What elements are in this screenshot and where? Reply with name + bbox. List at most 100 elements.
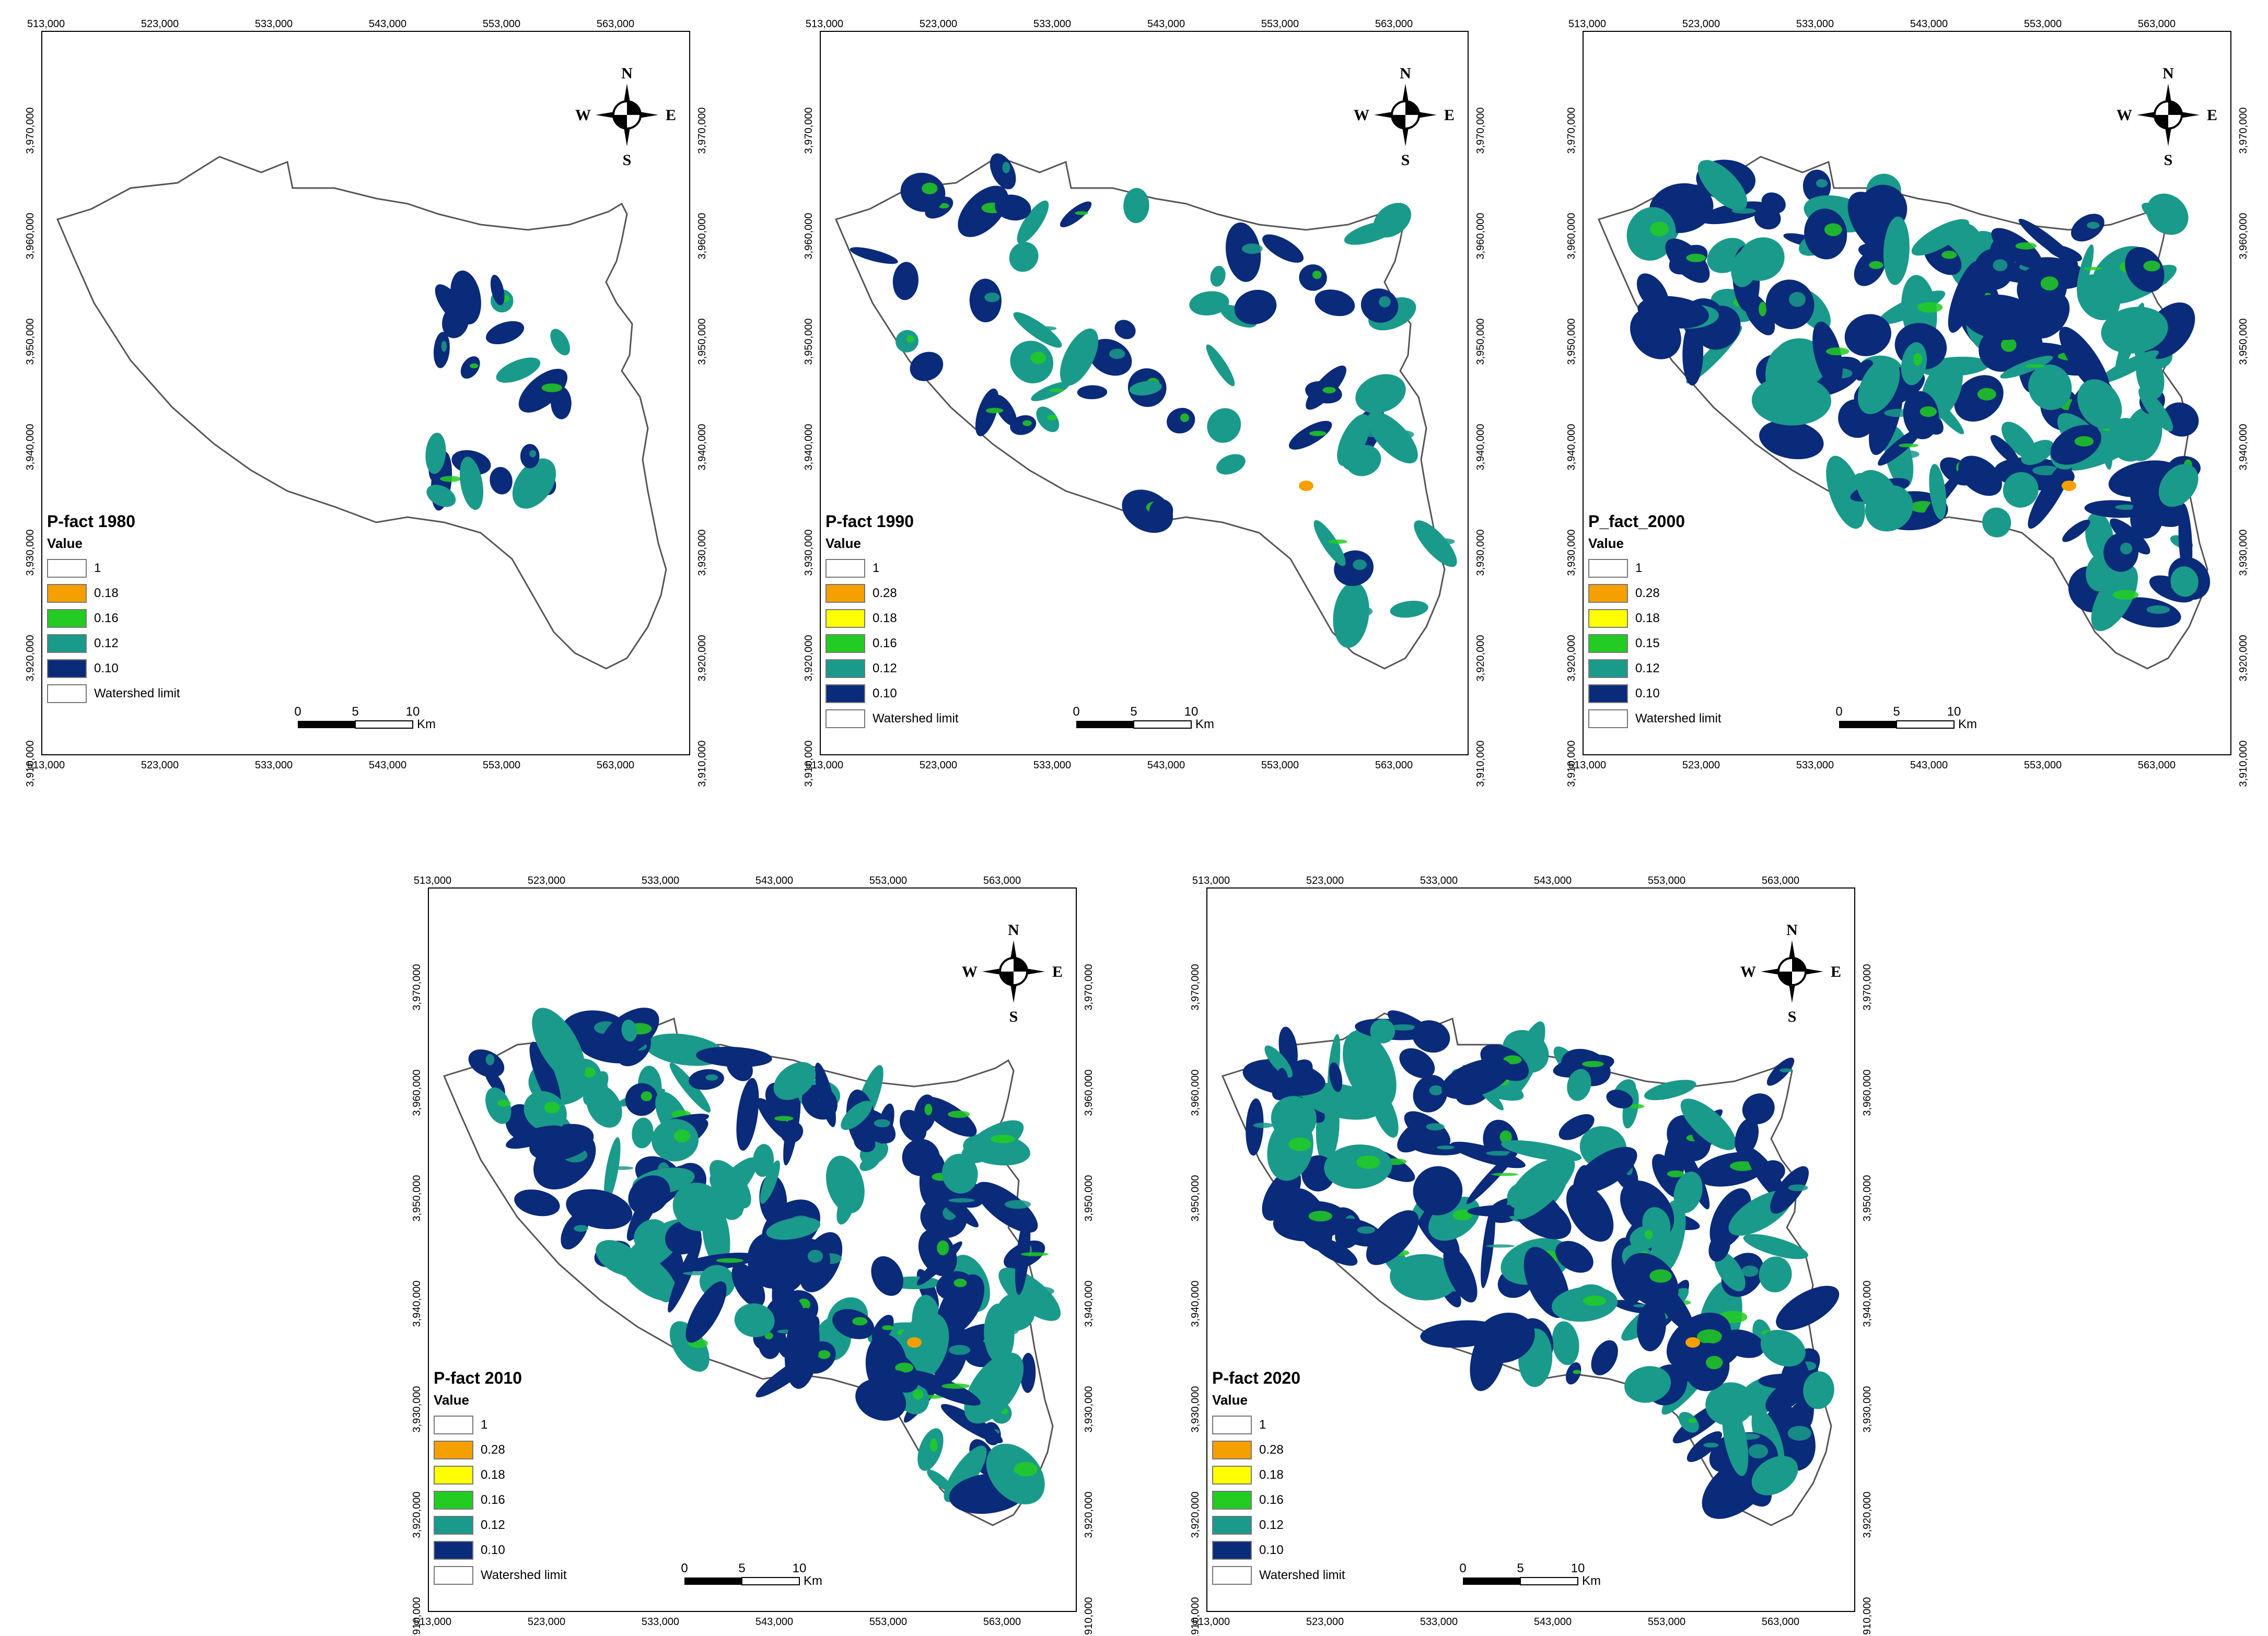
land-patch-detail — [1726, 244, 1738, 258]
land-patch-detail — [794, 1069, 805, 1084]
land-patch-detail — [984, 293, 1000, 302]
x-tick-bottom: 523,000 — [141, 759, 179, 771]
land-patch — [1776, 1286, 1840, 1330]
y-tick-right: 3,960,000 — [2238, 213, 2249, 260]
legend-row: 0.18 — [825, 606, 958, 631]
legend-label: 0.12 — [1635, 661, 1660, 675]
x-tick-bottom: 553,000 — [2024, 759, 2062, 771]
land-patch-detail — [1391, 430, 1414, 439]
x-tick-bottom: 543,000 — [369, 759, 406, 771]
land-patch — [2062, 519, 2090, 542]
land-patch — [1060, 201, 1092, 228]
legend-label: 0.10 — [481, 1543, 505, 1557]
land-patch-detail — [649, 1076, 658, 1089]
x-tick-top: 523,000 — [1682, 18, 1720, 30]
compass-n: N — [1786, 921, 1798, 939]
land-patch — [1865, 485, 1913, 532]
orange-patch — [2062, 481, 2076, 491]
land-patch-detail — [882, 1325, 893, 1330]
land-patch — [734, 1303, 775, 1338]
land-patch — [936, 1271, 973, 1301]
land-patch — [2103, 533, 2139, 572]
north-arrow-icon — [596, 84, 658, 146]
land-patch — [685, 1281, 727, 1343]
orange-patch — [1685, 1337, 1700, 1348]
land-patch — [922, 1176, 979, 1228]
land-patch-detail — [1075, 211, 1089, 215]
land-patch — [1355, 374, 1406, 414]
legend-swatch — [47, 684, 87, 703]
north-arrow-icon — [982, 940, 1045, 1003]
legend-swatch — [1588, 634, 1628, 653]
land-patch-detail — [1688, 1418, 1697, 1423]
land-patch — [1759, 420, 1824, 460]
land-patch-detail — [1705, 1355, 1723, 1370]
land-patch-detail — [873, 1146, 884, 1153]
y-tick-right: 3,940,000 — [1475, 424, 1486, 471]
land-patch — [1060, 328, 1099, 386]
land-patch — [1751, 1456, 1798, 1495]
land-patch — [1555, 1241, 1594, 1273]
compass-n: N — [621, 65, 633, 82]
land-patch-detail — [1977, 388, 1996, 401]
x-tick-bottom: 513,000 — [414, 1616, 451, 1628]
legend-swatch — [825, 684, 865, 703]
land-patch — [1553, 1054, 1614, 1078]
land-patch-detail — [716, 1258, 743, 1263]
x-tick-top: 513,000 — [1192, 875, 1230, 886]
y-tick-left: 3,920,000 — [1190, 1492, 1201, 1538]
land-patch — [1803, 1371, 1834, 1409]
land-patch-detail — [1788, 291, 1806, 307]
land-patch — [532, 1008, 586, 1083]
land-patch — [1731, 249, 1758, 287]
x-tick-bottom: 553,000 — [1648, 1616, 1685, 1628]
legend-row: 1 — [1212, 1412, 1345, 1438]
land-patch — [1982, 507, 2011, 537]
legend-row: 0.16 — [1212, 1488, 1345, 1513]
scale-label: 0 — [1459, 1561, 1466, 1575]
land-patch — [2170, 566, 2199, 597]
land-patch — [964, 1352, 1024, 1424]
compass-w: W — [1354, 107, 1369, 124]
land-patch — [596, 1240, 642, 1276]
x-tick-bottom: 543,000 — [1147, 759, 1185, 771]
land-patch-detail — [1667, 1170, 1685, 1177]
land-patch — [460, 356, 480, 379]
legend-row: 0.15 — [1588, 631, 1721, 656]
legend-swatch — [47, 584, 87, 603]
land-patch — [2125, 247, 2165, 293]
map-panel-2010: 513,000 513,000 523,000 523,000 533,000 533,0… — [408, 867, 1108, 1636]
y-tick-right: 3,970,000 — [1475, 108, 1486, 154]
land-patch-detail — [924, 1104, 933, 1116]
y-tick-left: 3,960,000 — [1566, 213, 1577, 260]
land-patch-detail — [1180, 413, 1189, 422]
x-tick-top: 513,000 — [1568, 18, 1606, 30]
land-patch-detail — [1759, 301, 1767, 317]
land-patch-detail — [1703, 1442, 1719, 1448]
legend-swatch — [1588, 684, 1628, 703]
compass-s: S — [623, 151, 632, 169]
legend-row: 0.12 — [1212, 1513, 1345, 1538]
legend-label: 1 — [94, 561, 101, 575]
legend-row: 0.10 — [1212, 1538, 1345, 1563]
x-tick-top: 513,000 — [414, 875, 451, 886]
land-patch — [1858, 357, 1900, 414]
orange-patch — [1299, 481, 1313, 491]
y-tick-right: 3,940,000 — [1862, 1281, 1873, 1327]
land-patch — [459, 457, 484, 510]
land-patch — [1288, 1188, 1333, 1251]
x-tick-top: 563,000 — [597, 18, 634, 30]
land-patch — [1721, 1329, 1765, 1358]
scale-bar — [298, 720, 413, 729]
land-patch-detail — [1030, 352, 1046, 364]
land-patch — [1714, 1251, 1746, 1292]
land-patch — [1413, 1166, 1463, 1216]
x-tick-bottom: 563,000 — [2138, 759, 2176, 771]
y-tick-right: 3,960,000 — [696, 213, 708, 260]
x-tick-bottom: 543,000 — [1534, 1616, 1572, 1628]
legend-label: 0.15 — [1635, 636, 1660, 650]
land-patch — [1759, 1256, 1792, 1293]
land-patch-detail — [1223, 416, 1235, 427]
land-patch-detail — [874, 1119, 890, 1127]
legend-row: 0.18 — [434, 1463, 566, 1488]
